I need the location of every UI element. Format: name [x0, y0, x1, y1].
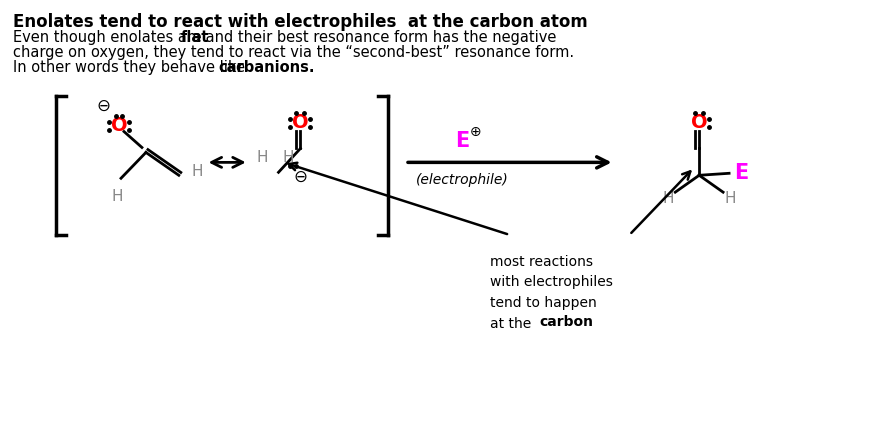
Text: ⊖: ⊖ [293, 168, 307, 186]
Text: In other words they behave like: In other words they behave like [13, 60, 250, 75]
Text: flat: flat [180, 30, 209, 45]
Text: H: H [257, 150, 268, 165]
Text: H: H [191, 164, 202, 179]
Text: charge on oxygen, they tend to react via the “second-best” resonance form.: charge on oxygen, they tend to react via… [13, 45, 575, 60]
Text: H: H [111, 189, 123, 204]
Text: H: H [283, 150, 294, 165]
Text: most reactions
with electrophiles
tend to happen
at the: most reactions with electrophiles tend t… [490, 255, 612, 330]
Text: and their best resonance form has the negative: and their best resonance form has the ne… [201, 30, 556, 45]
Text: Even though enolates are: Even though enolates are [13, 30, 207, 45]
Text: Enolates tend to react with electrophiles  at the carbon atom: Enolates tend to react with electrophile… [13, 13, 588, 31]
Text: E: E [455, 131, 469, 150]
Text: E: E [734, 163, 748, 183]
Text: (electrophile): (electrophile) [415, 173, 508, 187]
Text: O: O [292, 113, 308, 132]
Text: carbon: carbon [540, 315, 594, 330]
Text: H: H [662, 191, 674, 205]
Text: H: H [724, 191, 736, 205]
Text: carbanions.: carbanions. [219, 60, 315, 75]
Text: ⊕: ⊕ [470, 125, 482, 139]
Text: O: O [691, 113, 708, 132]
Text: ⊖: ⊖ [96, 97, 110, 115]
Text: O: O [110, 116, 127, 135]
